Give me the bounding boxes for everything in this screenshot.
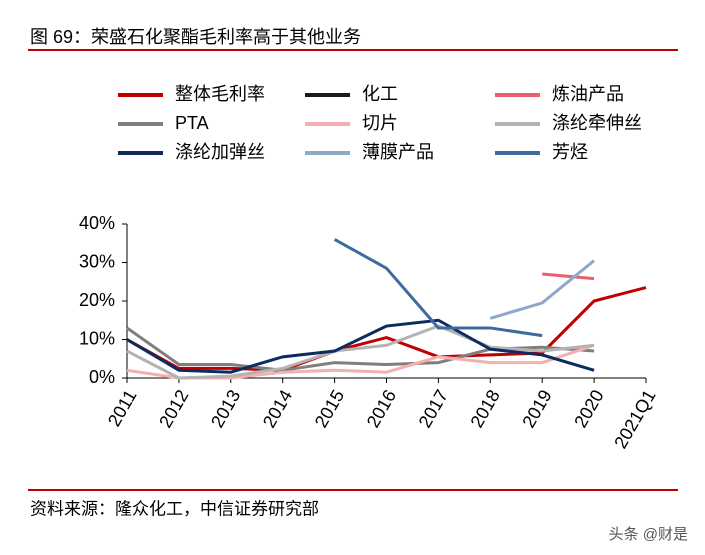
series-line [489, 259, 596, 320]
legend-label: 化工 [362, 84, 398, 104]
x-tick-label: 2017 [415, 386, 452, 431]
x-tick-label: 2013 [207, 386, 244, 431]
y-tick-label: 30% [79, 251, 115, 271]
x-tick-label: 2018 [467, 386, 504, 431]
chart-title: 图 69：荣盛石化聚酯毛利率高于其他业务 [30, 27, 361, 47]
x-tick-label: 2011 [104, 386, 141, 430]
watermark: 头条 @财是 [609, 526, 688, 543]
series-line [126, 324, 595, 380]
x-tick-label: 2016 [363, 386, 400, 431]
x-tick-label: 2021Q1 [610, 386, 659, 451]
y-tick-label: 40% [79, 213, 115, 233]
x-tick-label: 2019 [518, 386, 555, 431]
y-tick-label: 10% [79, 328, 115, 348]
series-line [333, 238, 543, 338]
series-line [542, 272, 595, 281]
legend-label: 炼油产品 [552, 84, 624, 104]
legend-label: 薄膜产品 [362, 142, 434, 162]
legend-label: 芳烃 [552, 142, 588, 162]
series-line [126, 286, 647, 372]
x-tick-label: 2020 [570, 386, 607, 431]
legend-label: PTA [175, 113, 209, 133]
x-tick-label: 2012 [155, 386, 192, 431]
legend-label: 涤纶牵伸丝 [552, 113, 642, 133]
source: 资料来源：隆众化工，中信证券研究部 [30, 499, 319, 518]
x-tick-label: 2015 [311, 386, 348, 431]
x-tick-label: 2014 [259, 386, 296, 431]
legend-label: 涤纶加弹丝 [175, 142, 265, 162]
y-tick-label: 0% [89, 367, 115, 387]
legend-label: 整体毛利率 [175, 84, 265, 104]
series-line [126, 318, 595, 374]
y-tick-label: 20% [79, 290, 115, 310]
legend-label: 切片 [362, 113, 398, 133]
